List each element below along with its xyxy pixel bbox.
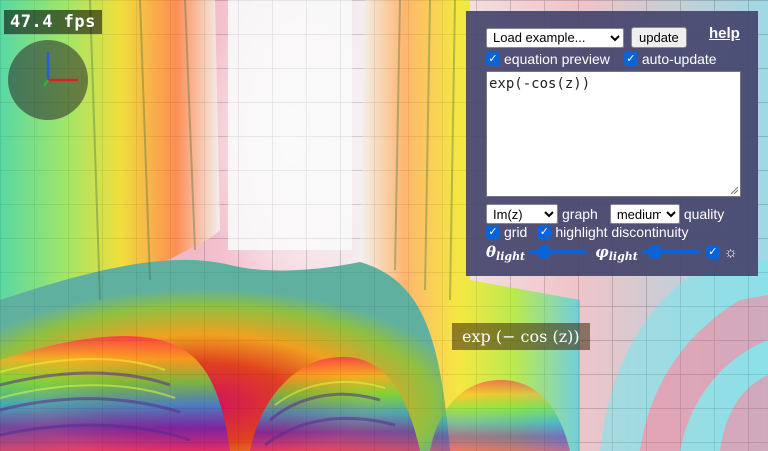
auto-update-label: auto-update (641, 51, 717, 67)
quality-label: quality (683, 206, 725, 222)
theta-subscript: light (496, 249, 526, 263)
theta-symbol: θ (486, 243, 497, 261)
fps-counter: 47.4 fps (4, 10, 102, 34)
equation-preview-checkbox[interactable]: ✓ (486, 52, 500, 66)
graph-select[interactable]: Im(z) (486, 204, 558, 224)
grid-label: grid (504, 224, 528, 240)
equation-input[interactable]: exp(-cos(z)) (486, 71, 741, 197)
equation-preview-label: equation preview (504, 51, 610, 67)
slider-knob[interactable] (537, 245, 552, 259)
control-panel: Load example... update help ✓ equation p… (466, 11, 758, 276)
check-icon: ✓ (488, 53, 498, 65)
equation-text: exp(-cos(z)) (489, 76, 591, 92)
quality-select[interactable]: medium (609, 204, 680, 224)
discontinuity-checkbox[interactable]: ✓ (537, 225, 552, 239)
axes-icon (42, 52, 78, 87)
phi-light-slider[interactable] (641, 244, 700, 260)
check-icon: ✓ (488, 226, 498, 238)
discontinuity-label: highlight discontinuity (555, 224, 689, 240)
resize-handle-icon[interactable] (730, 186, 738, 194)
phi-subscript: light (608, 249, 638, 263)
axes-gizmo (8, 40, 88, 120)
graph-label: graph (562, 206, 598, 222)
slider-track (641, 250, 700, 254)
check-icon: ✓ (708, 246, 718, 258)
example-select[interactable]: Load example... (486, 27, 624, 48)
grid-checkbox[interactable]: ✓ (486, 225, 500, 239)
phi-symbol: φ (595, 243, 609, 261)
check-icon: ✓ (539, 226, 549, 238)
check-icon: ✓ (626, 53, 636, 65)
light-checkbox[interactable]: ✓ (705, 245, 720, 259)
update-button[interactable]: update (631, 27, 687, 48)
auto-update-checkbox[interactable]: ✓ (623, 52, 638, 66)
sun-icon: ☼ (723, 243, 738, 261)
equation-preview: exp (− cos (z)) (452, 323, 590, 350)
help-link[interactable]: help (709, 25, 740, 42)
slider-track (529, 250, 588, 254)
slider-knob[interactable] (647, 245, 662, 259)
theta-light-slider[interactable] (529, 244, 588, 260)
